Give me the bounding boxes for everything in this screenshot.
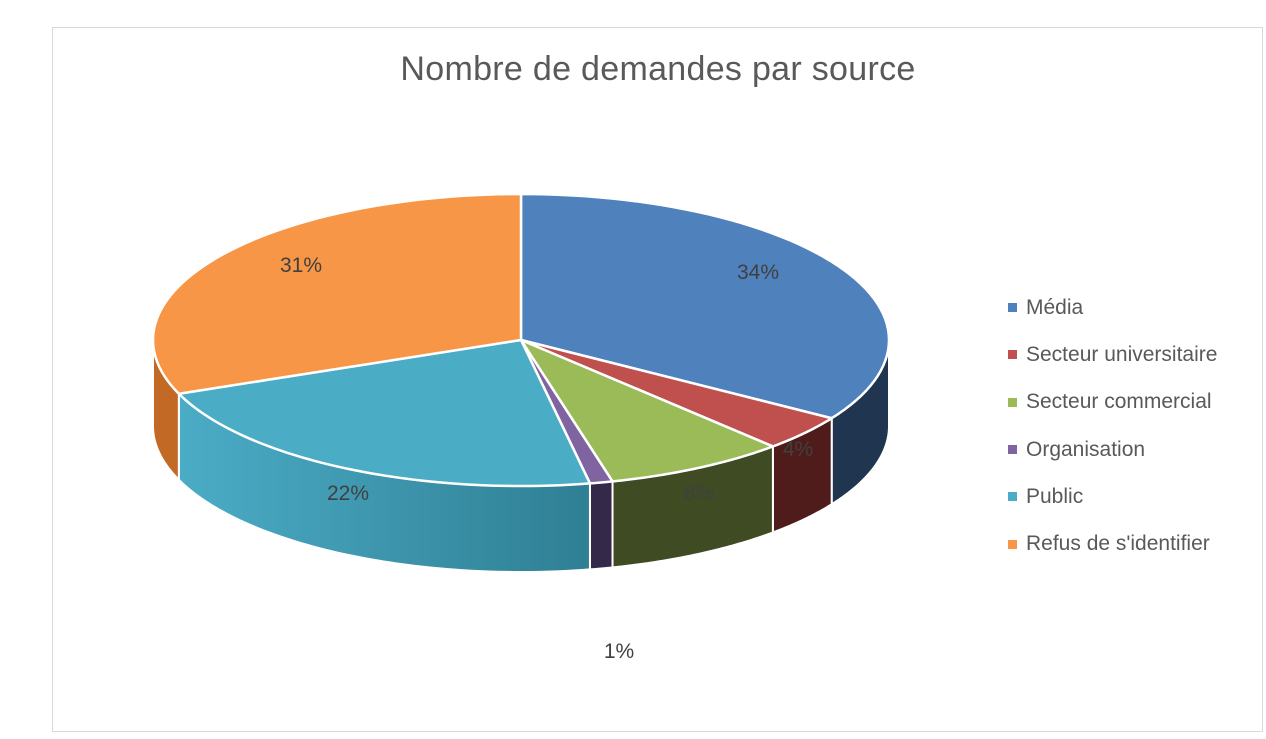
legend-item-secteur-universitaire: Secteur universitaire — [1008, 331, 1217, 378]
legend-label: Secteur commercial — [1026, 390, 1212, 414]
legend-item-public: Public — [1008, 473, 1217, 520]
legend-label: Organisation — [1026, 437, 1146, 461]
pie-slice — [519, 338, 775, 483]
data-label: 4% — [783, 438, 813, 461]
chart-legend: Média Secteur universitaire Secteur comm… — [1008, 284, 1217, 568]
pie-side-wall — [588, 480, 614, 571]
pie-data-labels: 34% 4% 8% 1% 22% 31% — [280, 254, 813, 663]
pie-slice — [151, 192, 523, 395]
pie-slice — [519, 338, 614, 485]
pie-slice — [519, 338, 833, 448]
data-label: 22% — [327, 482, 369, 505]
legend-swatch-icon — [1008, 397, 1017, 407]
legend-label: Média — [1026, 295, 1084, 319]
pie-slice — [177, 338, 592, 488]
legend-item-media: Média — [1008, 284, 1217, 331]
legend-swatch-icon — [1008, 445, 1017, 455]
legend-swatch-icon — [1008, 492, 1017, 502]
data-label: 31% — [280, 254, 322, 277]
legend-item-refus: Refus de s'identifier — [1008, 520, 1217, 567]
legend-swatch-icon — [1008, 303, 1017, 313]
legend-item-secteur-commercial: Secteur commercial — [1008, 379, 1217, 426]
legend-label: Public — [1026, 484, 1084, 508]
legend-swatch-icon — [1008, 539, 1017, 549]
legend-swatch-icon — [1008, 350, 1017, 360]
legend-label: Secteur universitaire — [1026, 342, 1218, 366]
chart-title: Nombre de demandes par source — [400, 50, 916, 88]
data-label: 34% — [737, 261, 779, 284]
data-label: 8% — [684, 482, 714, 505]
pie-slices — [151, 192, 891, 488]
data-label: 1% — [604, 640, 634, 663]
legend-item-organisation: Organisation — [1008, 426, 1217, 473]
legend-label: Refus de s'identifier — [1026, 532, 1210, 556]
